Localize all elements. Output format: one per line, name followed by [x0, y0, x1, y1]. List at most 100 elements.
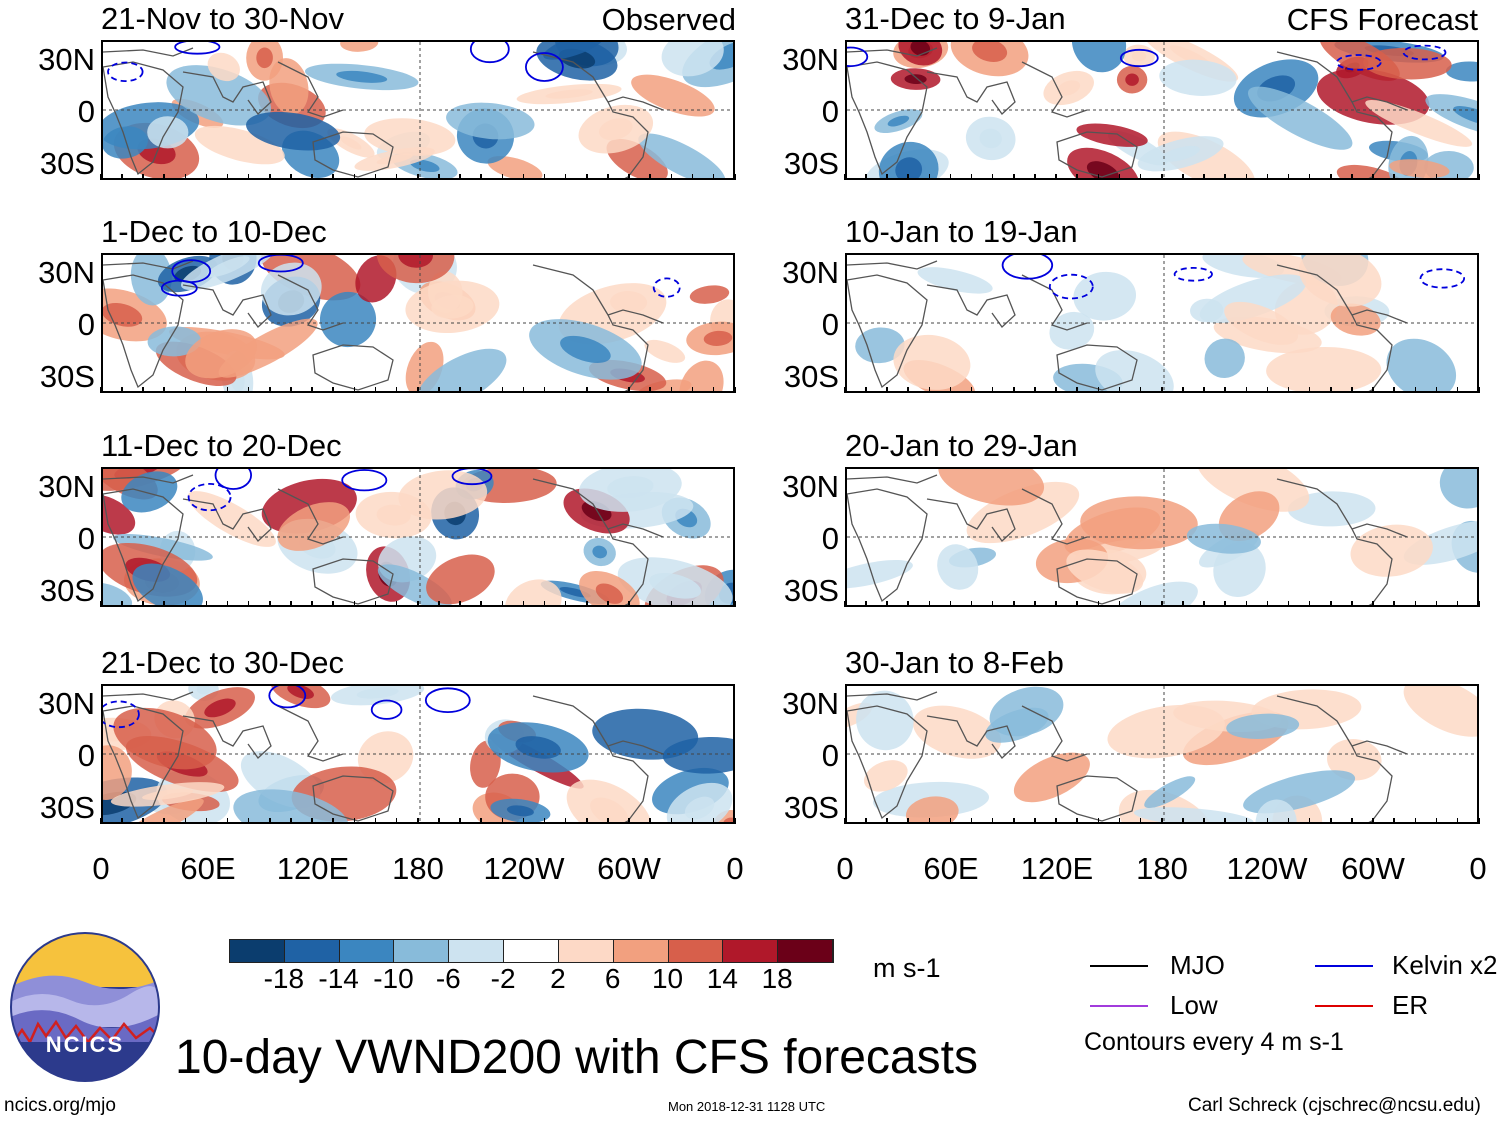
source-url[interactable]: ncics.org/mjo [4, 1095, 116, 1116]
anomaly-shading [1386, 338, 1457, 391]
vwnd-map [847, 255, 1477, 391]
colorbar-label: -14 [318, 963, 359, 994]
anomaly-shading [937, 544, 979, 590]
axis-tick [121, 818, 123, 824]
x-tick: 60E [923, 851, 979, 886]
axis-tick [1351, 174, 1353, 180]
anomaly-shading [1076, 123, 1148, 147]
axis-tick [649, 174, 651, 180]
axis-tick [670, 174, 673, 180]
anomaly-shading [1106, 581, 1198, 605]
anomaly-shading [1144, 776, 1196, 809]
axis-tick [1013, 174, 1015, 180]
anomaly-shading [470, 740, 501, 788]
anomaly-shading [595, 583, 624, 604]
axis-tick [501, 174, 504, 180]
panel-title: 21-Dec to 30-Dec [101, 645, 344, 680]
axis-tick [353, 174, 356, 180]
axis-tick [712, 818, 715, 824]
colorbar-swatch [339, 940, 395, 962]
kelvin-contour [847, 46, 869, 67]
anomaly-shading [1298, 255, 1382, 307]
anomaly-shading [1118, 789, 1214, 822]
legend-line-low [1090, 1005, 1148, 1007]
colorbar-swatch [778, 940, 833, 962]
axis-tick [163, 818, 165, 824]
coastline [103, 274, 184, 389]
axis-tick [332, 174, 334, 180]
axis-tick [1034, 601, 1036, 607]
anomaly-shading [336, 70, 388, 83]
y-tick: 30S [783, 359, 839, 394]
y-tick: 30N [38, 686, 95, 721]
axis-tick [374, 387, 377, 393]
anomaly-shading [256, 47, 273, 69]
anomaly-shading [887, 115, 910, 127]
anomaly-shading [185, 329, 257, 379]
axis-tick [1456, 818, 1459, 824]
vwnd-map [103, 255, 733, 391]
anomaly-shading [260, 262, 322, 316]
anomaly-shading [132, 563, 203, 605]
y-tick: 0 [821, 521, 839, 556]
axis-tick [247, 174, 250, 180]
axis-tick [607, 174, 609, 180]
cfs-forecast-label: CFS Forecast [1286, 2, 1478, 37]
anomaly-shading [364, 118, 456, 156]
axis-tick [205, 818, 208, 824]
anomaly-shading [376, 504, 411, 526]
axis-tick [1372, 387, 1374, 393]
axis-tick [1013, 818, 1015, 824]
axis-tick [459, 818, 461, 824]
axis-tick [395, 174, 398, 180]
anomaly-shading [142, 788, 194, 800]
y-tick: 30S [39, 790, 95, 825]
colorbar-label: -18 [263, 963, 305, 994]
axis-tick [269, 601, 271, 607]
y-tick: 30N [782, 42, 839, 77]
axis-tick [907, 174, 909, 180]
legend-line-kelvin [1315, 965, 1373, 967]
axis-tick [1330, 387, 1332, 393]
axis-tick [649, 387, 651, 393]
kelvin-contour [214, 469, 252, 490]
axis-tick [205, 387, 208, 393]
axis-tick [184, 174, 187, 180]
axis-tick [1097, 387, 1100, 393]
axis-tick [928, 818, 931, 824]
axis-tick [1435, 601, 1438, 607]
kelvin-contour [451, 469, 493, 486]
axis-tick [734, 601, 736, 607]
axis-tick [417, 818, 419, 824]
legend-line-er [1315, 1005, 1373, 1007]
coastline [532, 264, 649, 391]
anomaly-shading [196, 686, 211, 695]
y-tick: 30N [782, 469, 839, 504]
axis-tick [543, 601, 546, 607]
map-panel [101, 253, 735, 393]
colorbar-label: 18 [761, 963, 793, 994]
axis-tick [121, 601, 123, 607]
legend-line-mjo [1090, 965, 1148, 967]
axis-tick [1414, 174, 1417, 180]
axis-tick [1161, 601, 1163, 607]
axis-tick [865, 174, 867, 180]
axis-tick [886, 818, 888, 824]
axis-tick [586, 387, 588, 393]
axis-tick [438, 601, 440, 607]
axis-tick [1351, 601, 1353, 607]
axis-tick [1203, 601, 1205, 607]
coastline [1276, 264, 1393, 391]
axis-tick [1287, 387, 1290, 393]
axis-tick [1266, 387, 1269, 393]
axis-tick [501, 387, 504, 393]
anomaly-shading [545, 89, 593, 99]
axis-tick [1013, 601, 1015, 607]
kelvin-contour [341, 469, 388, 492]
axis-tick [1478, 174, 1480, 180]
anomaly-shading [206, 256, 250, 278]
axis-tick [1076, 174, 1078, 180]
anomaly-shading [1159, 59, 1237, 96]
axis-tick [928, 601, 931, 607]
axis-tick [1456, 601, 1459, 607]
